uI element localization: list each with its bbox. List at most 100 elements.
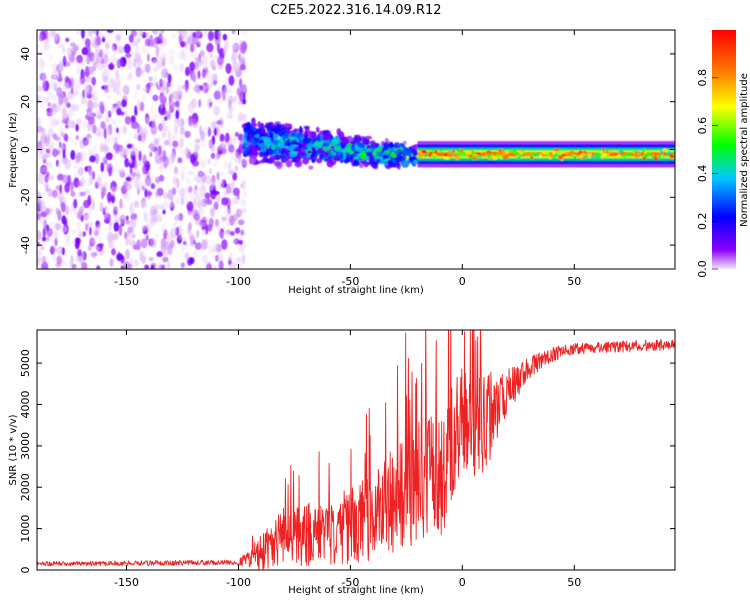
noise-speckle: [102, 146, 109, 152]
noise-speckle: [185, 178, 192, 185]
signal-speckle: [286, 146, 295, 151]
signal-speckle: [284, 148, 288, 156]
noise-speckle: [77, 249, 83, 257]
carrier-speckle: [515, 151, 519, 156]
noise-speckle: [100, 162, 105, 173]
signal-speckle: [312, 148, 317, 156]
carrier-speckle: [632, 149, 636, 155]
noise-speckle: [216, 224, 221, 230]
noise-speckle: [230, 154, 236, 161]
noise-speckle: [224, 41, 230, 51]
noise-speckle: [77, 166, 84, 176]
noise-speckle: [67, 47, 72, 58]
noise-speckle: [208, 217, 214, 228]
noise-speckle: [104, 30, 108, 39]
noise-speckle: [108, 166, 113, 177]
y-tick-label: 40: [19, 47, 32, 61]
noise-speckle: [200, 130, 205, 141]
noise-speckle: [201, 138, 208, 148]
noise-speckle: [112, 81, 120, 93]
noise-speckle: [121, 99, 127, 108]
colorbar-tick-label: 0.0: [696, 260, 709, 278]
noise-speckle: [134, 45, 140, 54]
noise-speckle: [189, 192, 197, 201]
noise-speckle: [107, 231, 114, 243]
noise-speckle: [136, 103, 141, 112]
noise-speckle: [208, 244, 214, 256]
noise-speckle: [189, 257, 195, 265]
noise-speckle: [68, 258, 73, 268]
noise-speckle: [206, 42, 214, 53]
noise-speckle: [124, 116, 132, 125]
noise-speckle: [167, 261, 171, 269]
carrier-speckle: [418, 154, 423, 158]
noise-speckle: [141, 224, 147, 231]
colorbar-gradient: [712, 30, 736, 269]
carrier-speckle: [633, 153, 641, 158]
noise-speckle: [233, 237, 237, 245]
signal-speckle: [267, 123, 274, 129]
noise-speckle: [56, 245, 63, 256]
signal-speckle: [243, 126, 251, 133]
noise-speckle: [163, 200, 168, 211]
noise-speckle: [175, 100, 180, 108]
noise-speckle: [142, 87, 148, 93]
noise-speckle: [64, 76, 70, 83]
carrier-speckle: [539, 154, 542, 158]
noise-speckle: [61, 201, 66, 213]
noise-speckle: [124, 183, 132, 191]
y-tick-label: 5000: [19, 349, 32, 377]
noise-speckle: [50, 75, 57, 88]
noise-speckle: [81, 249, 85, 261]
noise-speckle: [190, 118, 197, 126]
noise-speckle: [141, 255, 147, 264]
noise-speckle: [54, 247, 57, 253]
noise-speckle: [212, 161, 218, 167]
signal-speckle: [310, 154, 316, 158]
spectrogram-panel: -150 -100 -50 0 50 -40 -20 0 20 40 Height of stra…: [8, 29, 676, 296]
noise-speckle: [202, 228, 207, 236]
noise-speckle: [112, 119, 116, 124]
noise-speckle: [49, 222, 55, 227]
x-tick-label: -50: [341, 576, 359, 589]
x-tick-label: 50: [567, 576, 581, 589]
carrier-speckle: [504, 151, 510, 155]
noise-speckle: [145, 32, 149, 37]
noise-speckle: [226, 112, 234, 119]
carrier-speckle: [475, 152, 482, 155]
noise-speckle: [164, 125, 169, 133]
noise-speckle: [222, 33, 228, 41]
noise-speckle: [201, 255, 209, 264]
noise-speckle: [111, 45, 115, 53]
noise-speckle: [125, 215, 129, 221]
signal-speckle: [365, 151, 373, 157]
noise-speckle: [187, 223, 191, 235]
signal-speckle: [263, 137, 271, 143]
x-tick-label: 0: [459, 576, 466, 589]
noise-speckle: [224, 208, 231, 218]
noise-speckle: [104, 178, 108, 186]
noise-speckle: [41, 236, 47, 242]
noise-speckle: [41, 72, 47, 83]
noise-speckle: [81, 261, 88, 269]
noise-speckle: [141, 69, 145, 75]
noise-speckle: [123, 57, 127, 63]
noise-speckle: [233, 96, 237, 103]
noise-speckle: [194, 57, 202, 62]
spectrogram-y-label: Frequency (Hz): [8, 112, 19, 188]
noise-speckle: [98, 49, 104, 58]
carrier-speckle: [607, 150, 613, 153]
noise-speckle: [52, 94, 57, 101]
noise-speckle: [213, 105, 220, 116]
noise-speckle: [238, 53, 242, 62]
noise-speckle: [79, 139, 86, 149]
noise-speckle: [161, 37, 167, 47]
noise-speckle: [173, 166, 178, 175]
noise-speckle: [38, 94, 45, 100]
noise-speckle: [155, 191, 159, 199]
noise-speckle: [73, 165, 78, 171]
noise-speckle: [194, 60, 199, 70]
signal-speckle: [337, 148, 344, 153]
noise-speckle: [80, 177, 86, 187]
noise-speckle: [119, 198, 123, 209]
